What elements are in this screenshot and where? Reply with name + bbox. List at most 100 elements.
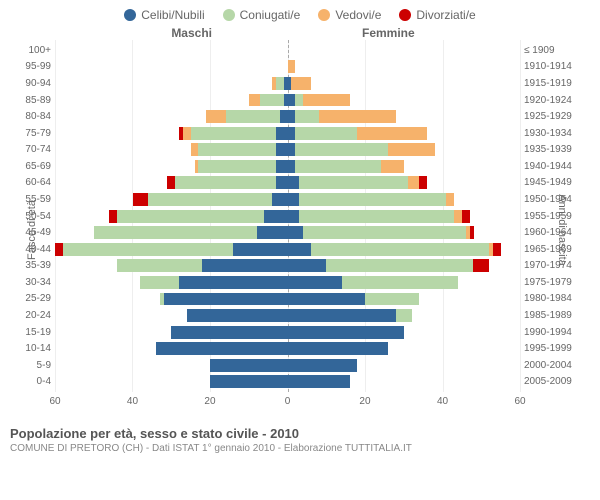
female-half: [288, 226, 521, 239]
female-half: [288, 210, 521, 223]
age-label: 45-49: [13, 227, 51, 238]
male-half: [55, 210, 288, 223]
seg-divorziati: [419, 176, 427, 189]
seg-divorziati: [493, 243, 501, 256]
seg-vedovi: [183, 127, 191, 140]
seg-coniugati: [303, 226, 466, 239]
age-label: 0-4: [13, 376, 51, 387]
legend: Celibi/NubiliConiugati/eVedovi/eDivorzia…: [0, 0, 600, 26]
seg-coniugati: [295, 160, 380, 173]
x-tick: 20: [359, 396, 370, 407]
seg-celibi: [210, 375, 287, 388]
male-half: [55, 359, 288, 372]
seg-celibi: [202, 259, 287, 272]
male-half: [55, 243, 288, 256]
seg-vedovi: [408, 176, 420, 189]
seg-celibi: [280, 110, 288, 123]
seg-coniugati: [365, 293, 419, 306]
seg-celibi: [288, 143, 296, 156]
seg-vedovi: [288, 60, 296, 73]
pyramid-row: 10-141995-1999: [55, 340, 520, 357]
seg-celibi: [210, 359, 287, 372]
age-label: 15-19: [13, 327, 51, 338]
seg-celibi: [288, 193, 300, 206]
female-half: [288, 110, 521, 123]
birth-label: 1955-1959: [524, 211, 592, 222]
seg-celibi: [288, 259, 327, 272]
seg-divorziati: [470, 226, 474, 239]
pyramid-row: 50-541955-1959: [55, 208, 520, 225]
seg-celibi: [288, 243, 311, 256]
age-label: 10-14: [13, 343, 51, 354]
x-tick: 60: [514, 396, 525, 407]
female-half: [288, 276, 521, 289]
seg-vedovi: [357, 127, 427, 140]
age-label: 65-69: [13, 161, 51, 172]
male-half: [55, 342, 288, 355]
pyramid-row: 80-841925-1929: [55, 108, 520, 125]
seg-divorziati: [133, 193, 149, 206]
seg-celibi: [288, 226, 304, 239]
seg-coniugati: [198, 160, 275, 173]
pyramid-row: 55-591950-1954: [55, 191, 520, 208]
pyramid-row: 5-92000-2004: [55, 357, 520, 374]
seg-vedovi: [388, 143, 435, 156]
pyramid-row: 90-941915-1919: [55, 75, 520, 92]
seg-coniugati: [299, 176, 408, 189]
birth-label: 1990-1994: [524, 327, 592, 338]
seg-coniugati: [311, 243, 489, 256]
birth-label: 1970-1974: [524, 260, 592, 271]
birth-label: ≤ 1909: [524, 45, 592, 56]
pyramid-row: 35-391970-1974: [55, 258, 520, 275]
pyramid-row: 95-991910-1914: [55, 59, 520, 76]
legend-label: Vedovi/e: [335, 8, 381, 22]
seg-celibi: [288, 110, 296, 123]
legend-dot: [124, 9, 136, 21]
seg-celibi: [264, 210, 287, 223]
seg-celibi: [272, 193, 288, 206]
x-tick: 20: [204, 396, 215, 407]
pyramid-row: 75-791930-1934: [55, 125, 520, 142]
seg-celibi: [288, 160, 296, 173]
male-half: [55, 193, 288, 206]
seg-divorziati: [167, 176, 175, 189]
x-tick: 0: [285, 396, 291, 407]
age-label: 25-29: [13, 293, 51, 304]
seg-vedovi: [381, 160, 404, 173]
seg-coniugati: [295, 110, 318, 123]
pyramid-row: 65-691940-1944: [55, 158, 520, 175]
seg-coniugati: [299, 193, 446, 206]
seg-celibi: [179, 276, 288, 289]
seg-coniugati: [299, 210, 454, 223]
seg-celibi: [288, 176, 300, 189]
age-label: 5-9: [13, 360, 51, 371]
female-half: [288, 259, 521, 272]
x-tick: 40: [437, 396, 448, 407]
seg-coniugati: [148, 193, 272, 206]
pyramid-row: 100+≤ 1909: [55, 42, 520, 59]
female-half: [288, 326, 521, 339]
male-half: [55, 44, 288, 57]
seg-celibi: [171, 326, 287, 339]
seg-coniugati: [140, 276, 179, 289]
x-tick: 40: [127, 396, 138, 407]
female-half: [288, 60, 521, 73]
birth-label: 1960-1964: [524, 227, 592, 238]
birth-label: 1965-1969: [524, 244, 592, 255]
female-half: [288, 94, 521, 107]
seg-divorziati: [55, 243, 63, 256]
female-half: [288, 127, 521, 140]
gender-labels: Maschi Femmine: [0, 26, 600, 40]
x-axis: 6040200204060: [55, 396, 520, 410]
gender-label-f: Femmine: [262, 26, 600, 40]
seg-celibi: [288, 359, 358, 372]
female-half: [288, 193, 521, 206]
seg-coniugati: [226, 110, 280, 123]
seg-divorziati: [473, 259, 489, 272]
seg-celibi: [187, 309, 288, 322]
age-label: 60-64: [13, 177, 51, 188]
gridline: [520, 40, 521, 392]
pyramid-row: 40-441965-1969: [55, 241, 520, 258]
seg-coniugati: [117, 210, 264, 223]
pyramid-row: 45-491960-1964: [55, 224, 520, 241]
